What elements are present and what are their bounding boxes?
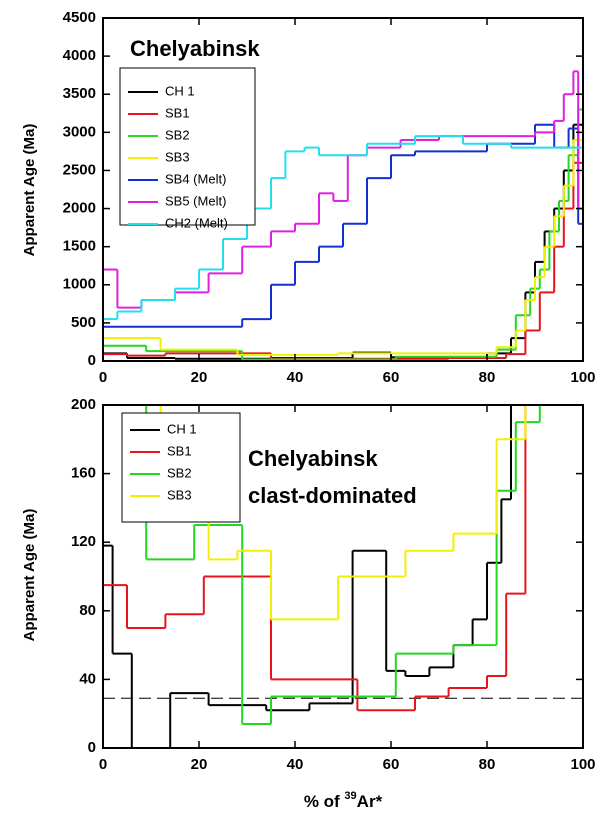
legend-label: SB4 (Melt): [165, 171, 226, 186]
x-tick-label: 40: [287, 369, 304, 386]
y-tick-label: 2500: [63, 161, 96, 178]
x-axis-label-part: % of: [304, 792, 345, 811]
y-axis-label: Apparent Age (Ma): [21, 509, 38, 642]
y-tick-label: 4000: [63, 47, 96, 64]
legend-label: SB5 (Melt): [165, 193, 226, 208]
x-axis-label-sup: 39: [344, 790, 356, 802]
x-tick-label: 60: [383, 756, 400, 773]
x-tick-label: 0: [99, 756, 107, 773]
x-axis-label-part: Ar*: [357, 792, 383, 811]
x-tick-label: 100: [570, 756, 595, 773]
legend-label: CH2 (Melt): [165, 215, 228, 230]
legend-label: SB3: [167, 487, 192, 502]
legend-label: SB2: [167, 465, 192, 480]
x-tick-label: 20: [191, 369, 208, 386]
plot-frame: [102, 404, 584, 749]
y-tick-label: 4500: [63, 9, 96, 26]
legend-label: SB2: [165, 127, 190, 142]
y-tick-label: 120: [71, 533, 96, 550]
y-tick-label: 40: [79, 670, 96, 687]
legend-label: CH 1: [167, 421, 197, 436]
legend-box: [121, 412, 241, 523]
x-tick-label: 80: [479, 756, 496, 773]
y-tick-label: 500: [71, 314, 96, 331]
chart-title: Chelyabinsk: [248, 446, 378, 471]
x-tick-label: 20: [191, 756, 208, 773]
panel: 0 20 40 60 80 1000500100015002000250030003500…: [21, 9, 596, 386]
x-axis-label: % of 39Ar*: [304, 790, 383, 812]
legend-box: [119, 67, 256, 226]
y-axis-label: Apparent Age (Ma): [21, 124, 38, 257]
plot-frame: [102, 17, 584, 362]
legend-label: SB1: [165, 105, 190, 120]
x-tick-label: 0: [99, 369, 107, 386]
y-tick-label: 1500: [63, 238, 96, 255]
y-tick-label: 80: [79, 602, 96, 619]
legend-label: SB3: [165, 149, 190, 164]
x-tick-label: 60: [383, 369, 400, 386]
legend-label: SB1: [167, 443, 192, 458]
y-tick-label: 2000: [63, 200, 96, 217]
y-tick-label: 3000: [63, 123, 96, 140]
plot-area: [103, 70, 583, 361]
y-tick-label: 160: [71, 465, 96, 482]
chart-title: Chelyabinsk: [130, 36, 260, 61]
panel: 0 20 40 60 80 100 0 40 80 120 160 200 Apparent Age (…: [21, 396, 596, 812]
chart-title: clast-dominated: [248, 483, 417, 508]
y-tick-label: 0: [88, 739, 96, 756]
x-tick-label: 80: [479, 369, 496, 386]
legend-label: CH 1: [165, 83, 195, 98]
y-tick-label: 0: [88, 352, 96, 369]
y-tick-label: 1000: [63, 276, 96, 293]
x-tick-label: 100: [570, 369, 595, 386]
x-tick-label: 40: [287, 756, 304, 773]
y-tick-label: 200: [71, 396, 96, 413]
y-tick-label: 3500: [63, 85, 96, 102]
